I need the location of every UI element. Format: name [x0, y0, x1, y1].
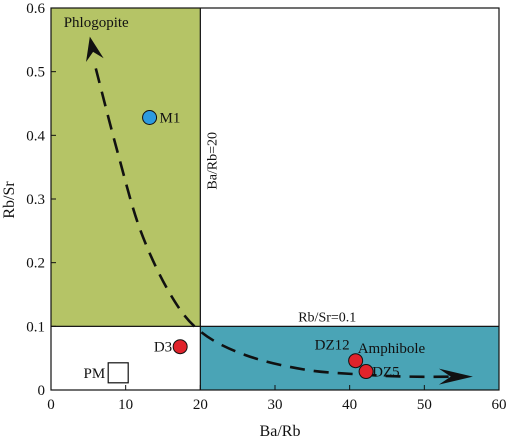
labels-layer: Ba/Rb=20 Rb/Sr=0.1 Phlogopite Amphibole M1 D3…	[64, 15, 426, 382]
point-label-dz12: DZ12	[315, 338, 350, 354]
horizontal-reference-label: Rb/Sr=0.1	[298, 310, 356, 325]
x-tick-label: 20	[193, 397, 208, 413]
x-tick-label: 30	[268, 397, 283, 413]
point-dz5	[358, 364, 374, 380]
y-tick-label: 0.2	[26, 256, 45, 272]
region-layer	[50, 7, 500, 391]
point-d3	[172, 339, 188, 355]
x-tick-label: 10	[118, 397, 133, 413]
x-tick-label: 50	[417, 397, 432, 413]
trend-layer	[86, 36, 473, 385]
x-axis-label: Ba/Rb	[260, 423, 301, 440]
y-tick-label: 0	[38, 383, 46, 399]
y-tick-label: 0.4	[26, 128, 45, 144]
point-label-pm: PM	[84, 366, 106, 382]
y-tick-label: 0.6	[26, 1, 45, 17]
y-tick-label: 0.1	[26, 319, 45, 335]
point-label-m1: M1	[160, 111, 181, 127]
x-tick-label: 0	[47, 397, 55, 413]
reference-line-layer	[51, 8, 499, 390]
x-tick-label: 40	[342, 397, 357, 413]
point-label-dz5: DZ5	[372, 365, 400, 381]
arrowhead-right	[438, 368, 473, 385]
y-tick-label: 0.5	[26, 65, 45, 81]
region-label-phlogopite: Phlogopite	[64, 15, 129, 31]
trend-curve	[94, 68, 462, 379]
vertical-reference-label: Ba/Rb=20	[205, 132, 220, 190]
region-phlogopite	[50, 7, 201, 327]
point-m1	[142, 110, 158, 126]
tick-layer: 0 10 20 30 40 50 60 0 0.1 0.2 0.3 0.4 0.5 0.6	[26, 1, 506, 413]
point-pm	[107, 362, 129, 384]
points-layer	[107, 110, 374, 384]
region-label-amphibole: Amphibole	[358, 341, 426, 357]
x-tick-label: 60	[492, 397, 507, 413]
y-axis-label: Rb/Sr	[1, 181, 18, 219]
arrowhead-up	[86, 36, 104, 62]
y-tick-label: 0.3	[26, 192, 45, 208]
point-label-d3: D3	[154, 340, 172, 356]
point-dz12	[348, 353, 364, 369]
